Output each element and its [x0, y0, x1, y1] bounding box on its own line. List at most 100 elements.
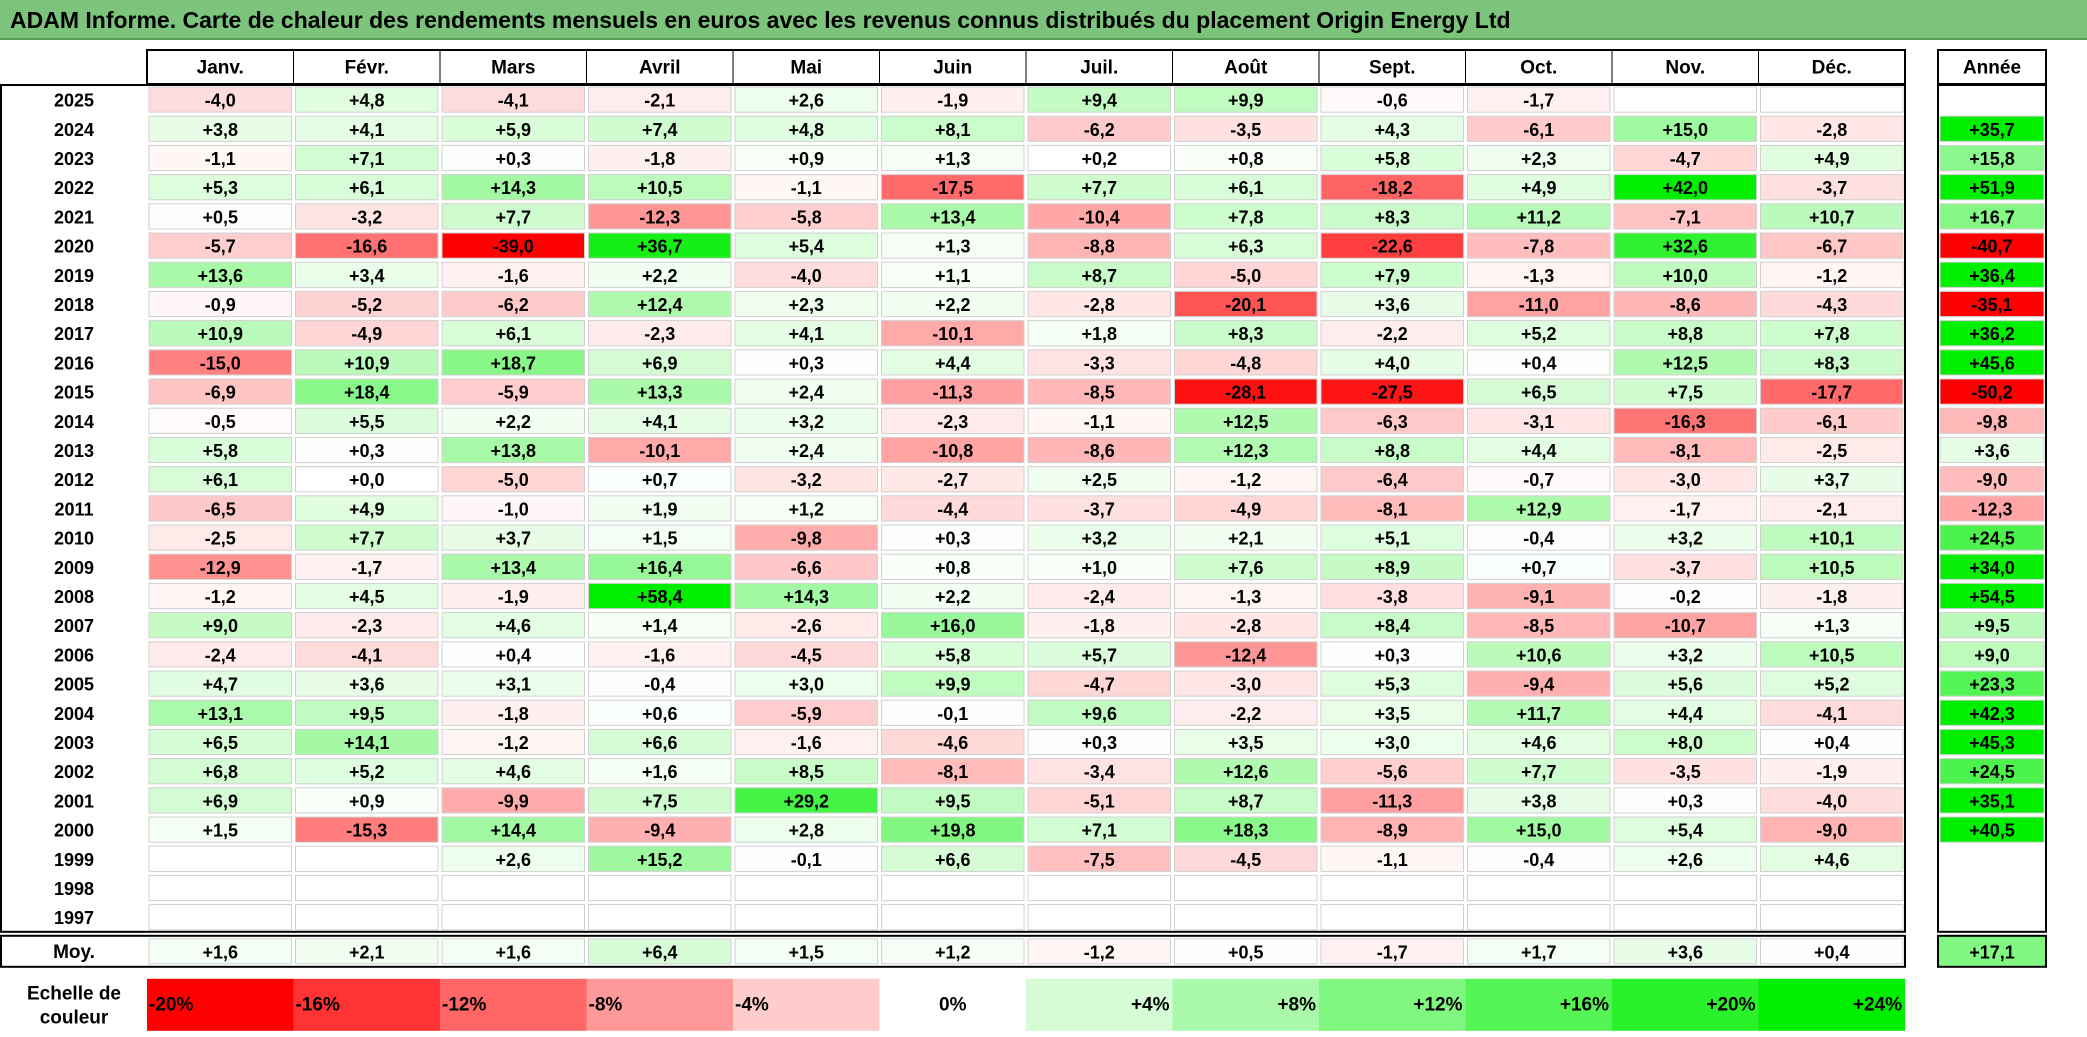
cell-value: +7,7 [1521, 762, 1557, 782]
heatmap-cell [1174, 466, 1318, 493]
cell-value: +3,2 [1081, 529, 1117, 549]
cell-value: -0,1 [791, 850, 822, 870]
row-year-label: 2023 [54, 149, 94, 169]
cell-value: -16,6 [346, 237, 387, 257]
legend-swatch [1026, 978, 1173, 1031]
cell-value: +6,1 [202, 470, 238, 490]
cell-value: -7,5 [1084, 850, 1115, 870]
cell-value: +3,2 [788, 412, 824, 432]
cell-value: -27,5 [1372, 383, 1413, 403]
heatmap-cell [881, 115, 1025, 142]
legend-swatch [1612, 978, 1759, 1031]
annual-value: +34,0 [1969, 558, 2015, 578]
row-year-label: 2025 [54, 91, 94, 111]
heatmap-cell [295, 290, 439, 318]
legend-label: +24% [1853, 994, 1902, 1015]
cell-value: +2,3 [1521, 149, 1557, 169]
heatmap-cell [1027, 816, 1171, 843]
heatmap-cell [1174, 349, 1318, 376]
cell-value: +13,4 [490, 558, 536, 578]
cell-value: +7,7 [349, 529, 385, 549]
heatmap-cell [295, 144, 439, 172]
cell-value: +12,4 [637, 295, 683, 315]
month-header-1: Févr. [345, 58, 389, 79]
legend-label: -4% [735, 994, 769, 1015]
average-cell [1467, 938, 1611, 965]
heatmap-cell [1760, 466, 1904, 493]
row-year-label: 2019 [54, 266, 94, 286]
cell-value: +4,8 [788, 120, 824, 140]
cell-value: -2,3 [937, 412, 968, 432]
heatmap-cell [148, 261, 292, 288]
title-bar: ADAM Informe. Carte de chaleur des rende… [0, 0, 2087, 40]
heatmap-cell [1760, 874, 1904, 902]
cell-value: +1,6 [642, 762, 678, 782]
average-cell [441, 938, 585, 965]
cell-value: -3,0 [1230, 675, 1261, 695]
average-label: Moy. [53, 942, 95, 963]
heatmap-cell [1467, 466, 1611, 493]
cell-value: +1,1 [935, 266, 971, 286]
cell-value: -2,8 [1084, 295, 1115, 315]
heatmap-cell [588, 174, 732, 201]
cell-value: +6,1 [495, 324, 531, 344]
legend-swatch [1465, 978, 1612, 1031]
heatmap-cell [1027, 612, 1171, 639]
heatmap-cell [881, 612, 1025, 639]
heatmap-cell [881, 758, 1025, 785]
heatmap-cell [734, 349, 878, 376]
annual-value: +35,1 [1969, 791, 2015, 811]
legend-swatch [147, 978, 294, 1031]
cell-value: +4,5 [349, 587, 385, 607]
heatmap-cell [1467, 436, 1611, 464]
heatmap-cell [588, 904, 732, 931]
heatmap-cell [441, 699, 585, 726]
cell-value: +10,6 [1516, 645, 1562, 665]
cell-value: -2,2 [1377, 324, 1408, 344]
cell-value: +4,4 [1667, 704, 1703, 724]
cell-value: -1,8 [1084, 616, 1115, 636]
heatmap-cell [881, 349, 1025, 376]
cell-value: -7,1 [1670, 207, 1701, 227]
heatmap-cell [295, 612, 439, 639]
heatmap-cell [1760, 495, 1904, 522]
heatmap-cell [1613, 407, 1757, 434]
heatmap-cell [1174, 728, 1318, 756]
cell-value: +14,3 [490, 178, 536, 198]
cell-value: +0,4 [1521, 353, 1557, 373]
cell-value: -0,4 [644, 675, 675, 695]
heatmap-cell [881, 290, 1025, 318]
month-header-10: Nov. [1665, 58, 1705, 79]
annual-cell [1939, 290, 2045, 318]
cell-value: +8,3 [1228, 324, 1264, 344]
heatmap-cell [1320, 261, 1464, 288]
heatmap-cell [1467, 787, 1611, 814]
cell-value: -9,4 [1523, 675, 1554, 695]
heatmap-cell [734, 845, 878, 872]
cell-value: -6,7 [1816, 237, 1847, 257]
heatmap-cell [588, 787, 732, 814]
heatmap-cell [734, 787, 878, 814]
heatmap-cell [148, 582, 292, 610]
annual-frame [1937, 84, 2047, 933]
cell-value: +4,3 [1374, 120, 1410, 140]
heatmap-cell [1027, 845, 1171, 872]
cell-value: +1,3 [935, 149, 971, 169]
cell-value: +1,5 [642, 529, 678, 549]
month-header-8: Sept. [1369, 58, 1415, 79]
heatmap-cell [1760, 203, 1904, 230]
cell-value: +6,5 [1521, 383, 1557, 403]
heatmap-cell [734, 378, 878, 405]
heatmap-cell [734, 115, 878, 142]
heatmap-cell [734, 407, 878, 434]
heatmap-cell [1174, 787, 1318, 814]
average-value: -1,7 [1377, 942, 1408, 962]
heatmap-cell [881, 320, 1025, 347]
cell-value: -3,0 [1670, 470, 1701, 490]
heatmap-cell [1320, 699, 1464, 726]
cell-value: +2,4 [788, 441, 824, 461]
heatmap-cell [1320, 86, 1464, 113]
heatmap-cell [881, 816, 1025, 843]
heatmap-cell [1613, 349, 1757, 376]
heatmap-cell [1613, 378, 1757, 405]
